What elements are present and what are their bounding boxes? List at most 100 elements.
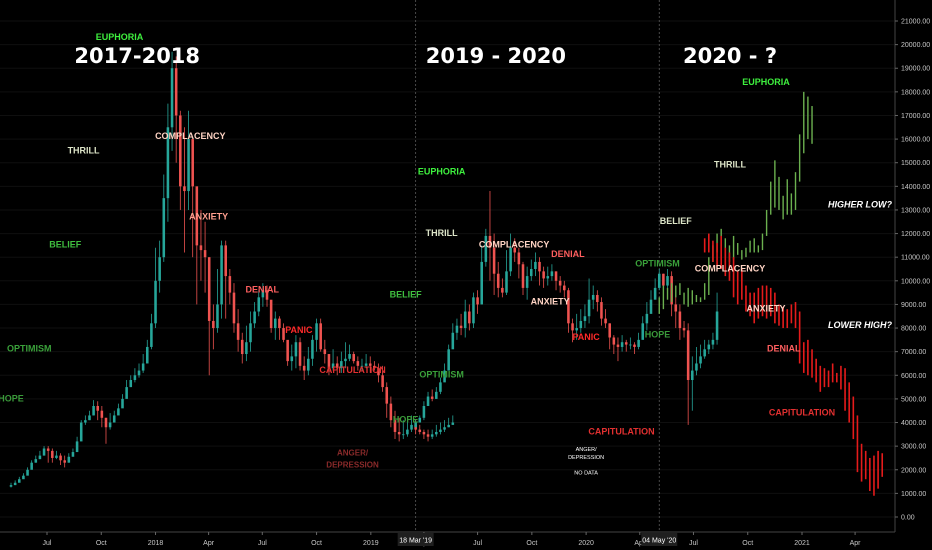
candle-body — [517, 252, 521, 265]
candle-body — [92, 405, 95, 416]
candle-body — [335, 363, 339, 369]
projection-bar — [798, 134, 801, 182]
phase-label: BELIEF — [660, 216, 693, 226]
candle-body — [220, 245, 223, 305]
candle-body — [125, 387, 128, 399]
candle-body — [46, 448, 50, 451]
projection-bar — [757, 287, 760, 319]
projection-bar — [749, 292, 751, 317]
candle-body — [42, 448, 46, 456]
projection-bar — [670, 283, 673, 303]
candle-body — [381, 375, 384, 388]
y-axis: 0.00 1000.00 2000.00 3000.00 4000.00 5000.00 6… — [895, 19, 930, 522]
x-tick-label: Oct — [742, 540, 753, 547]
candle-body — [451, 422, 455, 425]
y-tick-label: 0.00 — [901, 515, 915, 522]
candle-body — [591, 294, 595, 300]
projection-bar — [761, 233, 764, 251]
candle-body — [563, 285, 566, 291]
candle-body — [245, 342, 248, 355]
projection-bar — [807, 96, 809, 140]
x-tick-label: Oct — [311, 540, 322, 547]
candle-body — [302, 365, 306, 371]
candle-body — [447, 349, 450, 371]
candle-body — [534, 261, 537, 269]
projection-bar — [703, 238, 706, 253]
phase-label: NO DATA — [574, 470, 598, 476]
projection-bar — [782, 306, 784, 329]
candle-body — [71, 452, 75, 457]
phase-label: EUPHORIA — [96, 32, 144, 42]
projection-bar — [741, 250, 743, 260]
candle-body — [377, 368, 380, 376]
projection-bar — [823, 368, 826, 388]
candle-body — [364, 363, 368, 366]
projection-bar — [802, 342, 805, 373]
candle-body — [401, 434, 405, 436]
projection-bar — [765, 285, 768, 319]
candle-body — [476, 297, 479, 305]
candle-body — [84, 420, 87, 423]
phase-label: BELIEF — [49, 240, 82, 250]
projection-bar — [724, 247, 727, 277]
x-tick-label: Jul — [258, 540, 267, 547]
projection-bar — [881, 453, 884, 477]
candle-body — [480, 261, 483, 305]
candle-body — [179, 115, 182, 187]
candle-body — [624, 342, 628, 345]
side-questions: HIGHER LOW? LOWER HIGH? — [828, 200, 892, 330]
candle-body — [501, 287, 504, 293]
candle-body — [472, 297, 475, 324]
candle-body — [447, 424, 450, 428]
projection-bar — [873, 455, 875, 496]
candle-body — [484, 235, 488, 262]
candle-body — [695, 363, 698, 371]
phase-label: ANXIETY — [747, 304, 786, 314]
candle-body — [463, 311, 467, 329]
projection-bar — [827, 370, 830, 388]
projection-bar — [786, 309, 789, 329]
candle-body — [567, 290, 570, 324]
candle-body — [509, 247, 512, 272]
candle-body — [443, 427, 446, 430]
phase-label: DEPRESSION — [568, 455, 604, 461]
phase-label: THRILL — [426, 228, 458, 238]
projection-bar — [753, 292, 756, 324]
candle-body — [443, 370, 446, 383]
section-title: 2020 - ? — [683, 44, 777, 68]
candle-body — [571, 323, 574, 331]
y-tick-label: 9000.00 — [901, 302, 926, 309]
projection-bar — [790, 193, 793, 215]
projection-bar — [848, 382, 850, 423]
phase-label: EUPHORIA — [418, 167, 466, 177]
candle-body — [496, 273, 500, 288]
candle-body — [426, 434, 430, 437]
phase-label: PANIC — [285, 325, 313, 335]
candle-body — [290, 356, 294, 362]
candle-body — [600, 302, 603, 319]
candle-body — [505, 271, 508, 293]
candle-body — [265, 290, 269, 300]
projection-bar — [794, 302, 797, 329]
candle-body — [707, 344, 711, 350]
date-marker-box — [397, 533, 434, 546]
projection-bar — [749, 240, 751, 253]
phase-label: COMPLACENCY — [479, 240, 550, 250]
projection-bar — [794, 172, 797, 210]
candle-body — [121, 398, 124, 409]
candle-body — [30, 462, 33, 470]
candle-body — [410, 424, 413, 430]
projection-bar — [741, 269, 743, 300]
candle-body — [513, 247, 517, 253]
projection-bar — [811, 106, 813, 144]
candle-body — [645, 313, 649, 324]
projection-bar — [864, 450, 867, 480]
candle-body — [282, 328, 285, 340]
y-tick-label: 7000.00 — [901, 349, 926, 356]
candle-body — [686, 330, 690, 381]
projection-bar — [675, 285, 677, 298]
phase-label: DENIAL — [551, 249, 585, 259]
projection-bar — [666, 287, 669, 300]
